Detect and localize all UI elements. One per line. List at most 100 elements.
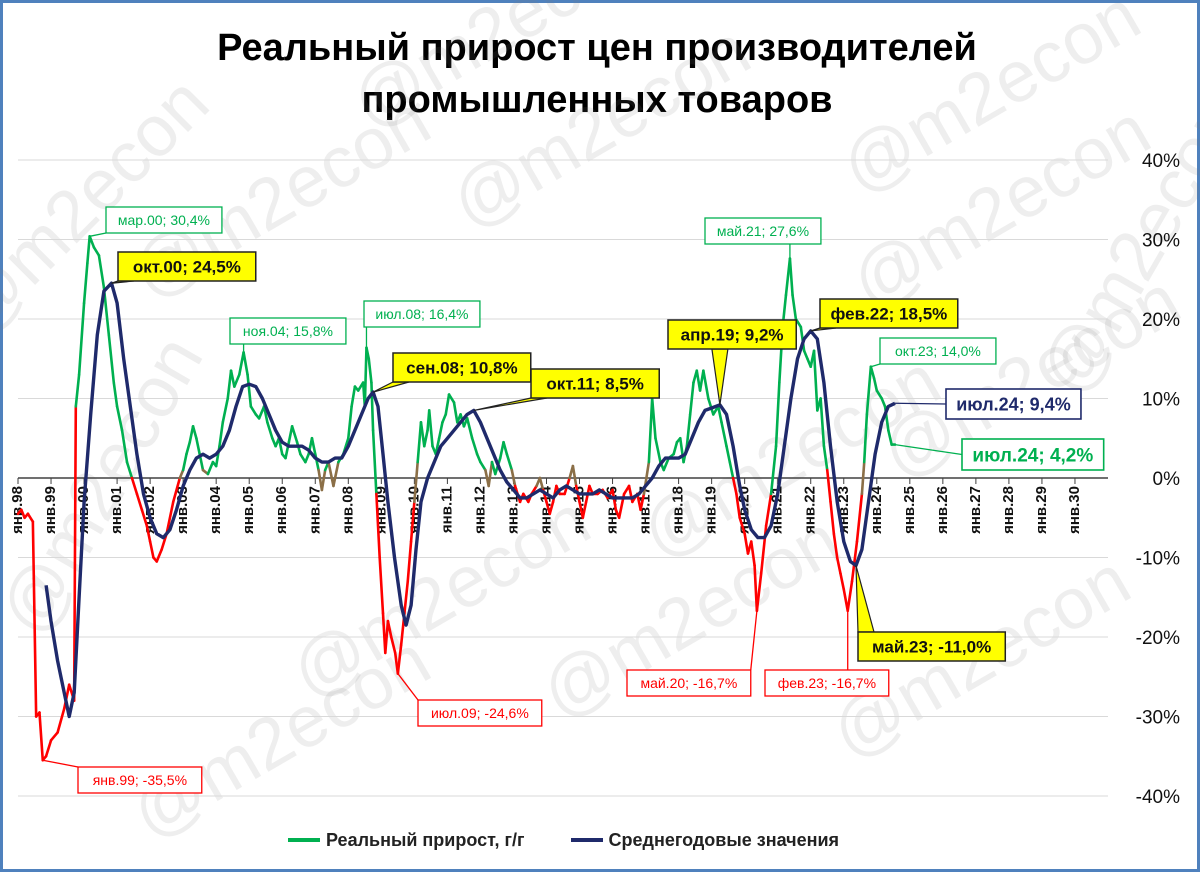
real-growth-segment: [725, 444, 732, 464]
real-growth-segment: [702, 369, 710, 400]
real-growth-segment: [887, 428, 893, 446]
callout-label: ноя.04; 15,8%: [243, 323, 333, 339]
real-growth-segment: [218, 421, 225, 448]
real-growth-segment: [865, 365, 873, 416]
real-growth-segment: [155, 548, 163, 563]
callout-pointer: [711, 348, 729, 405]
real-growth-segment: [846, 580, 854, 613]
real-growth-segment: [181, 452, 188, 472]
callout-box: [704, 217, 822, 245]
x-tick-label: янв.22: [802, 486, 819, 534]
callout-label: июл.08; 16,4%: [375, 306, 468, 322]
real-growth-segment: [875, 389, 884, 400]
x-tick-label: янв.17: [637, 486, 654, 534]
real-growth-segment: [386, 619, 393, 639]
real-growth-segment: [413, 460, 419, 504]
real-growth-segment: [465, 417, 474, 440]
real-growth-segment: [839, 572, 846, 591]
callout-label: фев.22; 18,5%: [830, 305, 947, 324]
data-callout: янв.99; -35,5%: [42, 759, 203, 794]
real-growth-segment: [92, 246, 101, 257]
real-growth-segment: [731, 476, 738, 496]
real-growth-segment: [363, 346, 368, 408]
real-growth-segment: [825, 468, 832, 504]
real-growth-segment: [290, 425, 299, 444]
real-growth-segment: [812, 349, 819, 412]
real-growth-segment: [611, 488, 618, 512]
real-growth-segment: [112, 381, 119, 408]
real-growth-segment: [88, 235, 96, 249]
data-callout: окт.11; 8,5%: [473, 368, 660, 412]
real-growth-segment: [310, 436, 317, 456]
annotation-layer: янв.99; -35,5% мар.00; 30,4% окт.00; 24,5%…: [42, 206, 1105, 794]
real-growth-segment: [872, 377, 879, 392]
callout-leader: [42, 759, 79, 768]
real-growth-segment: [115, 405, 124, 432]
real-growth-segment: [434, 436, 441, 456]
real-growth-segment: [249, 405, 258, 416]
callout-label: сен.08; 10,8%: [406, 359, 517, 378]
real-growth-segment: [389, 635, 397, 655]
real-growth-segment: [764, 492, 773, 528]
real-growth-segment: [502, 440, 509, 456]
callout-box: [667, 319, 797, 350]
real-growth-segment: [229, 369, 236, 388]
real-growth-segment: [475, 452, 482, 464]
x-tick-label: янв.26: [934, 486, 951, 534]
real-growth-segment: [367, 357, 373, 384]
real-growth-segment: [195, 436, 201, 456]
legend-item-average: Среднегодовые значения: [570, 830, 839, 851]
real-growth-segment: [375, 492, 381, 559]
callout-label: июл.24; 9,4%: [956, 394, 1070, 414]
callout-pointer: [372, 381, 410, 393]
data-callout: май.21; 27,6%: [704, 217, 822, 259]
callout-label: июл.09; -24,6%: [431, 705, 529, 721]
legend-swatch-real: [288, 838, 320, 842]
callout-box: [626, 669, 752, 697]
real-growth-segment: [571, 464, 578, 488]
x-tick-label: янв.08: [339, 486, 356, 534]
real-growth-segment: [403, 580, 410, 615]
real-growth-segment: [97, 254, 106, 289]
callout-leader: [750, 610, 758, 671]
x-tick-label: янв.13: [504, 486, 521, 534]
real-growth-segment: [365, 346, 371, 361]
callout-label: апр.19; 9,2%: [681, 326, 784, 345]
callout-box: [417, 699, 543, 727]
real-growth-segment: [672, 440, 679, 456]
real-growth-segment: [370, 381, 375, 432]
real-growth-segment: [44, 739, 53, 758]
x-tick-label: янв.15: [571, 486, 588, 534]
callout-label: янв.99; -35,5%: [93, 772, 187, 788]
real-growth-segment: [332, 460, 340, 488]
real-growth-segment: [647, 397, 654, 464]
real-growth-segment: [406, 540, 413, 583]
data-callout: июл.09; -24,6%: [397, 673, 543, 727]
real-growth-segment: [538, 476, 545, 492]
callout-box: [857, 631, 1007, 662]
y-axis-tick-labels: 40% 30% 20% 10% 0% -10% -20% -30% -40%: [1136, 151, 1180, 808]
callout-label: май.21; 27,6%: [717, 223, 809, 239]
real-growth-segment: [185, 440, 192, 456]
real-growth-segment: [650, 397, 657, 440]
real-growth-segment: [304, 452, 310, 464]
real-growth-segment: [662, 456, 670, 472]
real-growth-segment: [437, 421, 444, 440]
real-growth-segment: [378, 556, 385, 615]
callout-leader: [89, 232, 107, 237]
real-growth-segment: [74, 373, 81, 408]
real-growth-segment: [862, 413, 869, 464]
data-callout: мар.00; 30,4%: [89, 206, 223, 237]
real-growth-segment: [226, 369, 233, 400]
x-tick-label: янв.19: [703, 486, 720, 534]
callout-box: [363, 300, 481, 328]
watermark-layer: @m2econ@m2econ@m2econ@m2econ@m2econ@m2ec…: [0, 0, 1200, 854]
real-growth-segment: [266, 421, 274, 440]
real-growth-segment: [829, 500, 836, 535]
x-tick-label: янв.05: [240, 486, 257, 534]
real-growth-segment: [38, 711, 45, 762]
real-growth-segment: [860, 460, 866, 496]
x-tick-label: янв.11: [438, 486, 455, 533]
real-growth-segment: [444, 393, 451, 416]
